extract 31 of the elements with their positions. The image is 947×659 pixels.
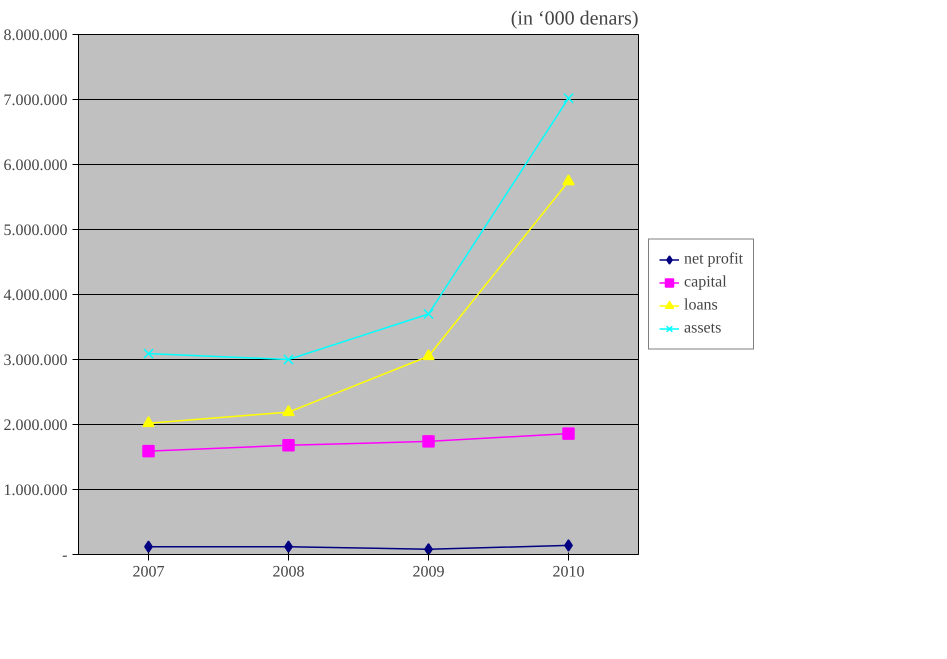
point (562, 427, 575, 440)
legend-label: loans (684, 296, 718, 314)
y-tick-label: 7.000.000 (4, 92, 68, 109)
point (562, 174, 575, 186)
x-tick-label: 2008 (272, 564, 304, 580)
legend-label: capital (684, 274, 727, 292)
x-tick-label: 2007 (132, 564, 164, 580)
point (143, 348, 154, 359)
y-tick-label: 8.000.000 (4, 27, 68, 44)
point (423, 308, 434, 320)
y-tick-label: 1.000.000 (4, 482, 68, 499)
y-tick-label: - (62, 547, 68, 564)
point (282, 439, 295, 452)
point (142, 444, 155, 458)
y-tick-label: 5.000.000 (4, 222, 68, 239)
point (142, 416, 155, 428)
y-tick-label: 4.000.000 (4, 287, 68, 304)
y-tick-label: 2.000.000 (4, 417, 68, 434)
point (282, 405, 295, 416)
legend-label: assets (684, 320, 722, 338)
point (563, 92, 574, 104)
point (424, 543, 433, 554)
legend-label: net profit (684, 250, 744, 268)
x-tick-label: 2009 (412, 564, 444, 580)
text: (in ‘000 denars) (510, 8, 638, 30)
y-tick-label: 3.000.000 (4, 352, 68, 369)
x-tick-label: 2010 (552, 564, 584, 580)
point (422, 435, 435, 448)
point (283, 354, 294, 365)
y-tick-label: 6.000.000 (4, 157, 68, 174)
point (422, 349, 435, 360)
